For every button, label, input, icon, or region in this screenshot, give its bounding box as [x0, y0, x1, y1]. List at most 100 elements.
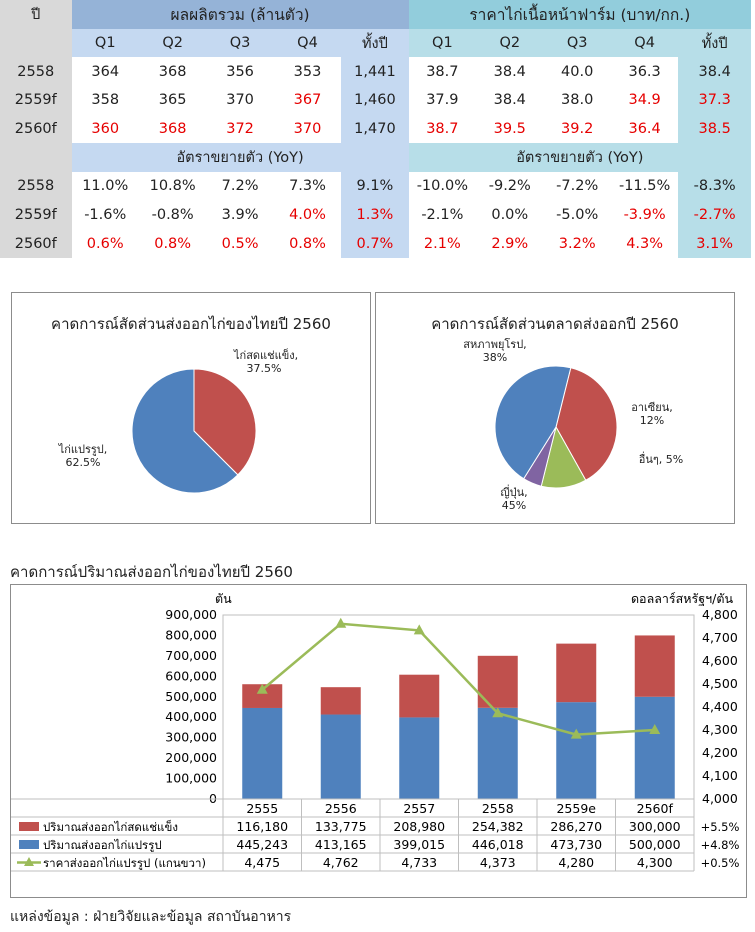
prod-cell: 0.8%: [289, 235, 326, 252]
pie1-label-frozen: ไก่สดแช่แข็ง, 37.5%: [234, 349, 299, 375]
category-label: 2559e: [556, 801, 596, 816]
price-cell: -10.0%: [416, 178, 468, 195]
bar-frozen: [320, 687, 361, 715]
prod-total-cell: 1,441: [341, 57, 409, 87]
category-label: 2556: [325, 801, 357, 816]
price-cell: 38.4: [493, 63, 526, 80]
pie2-slice-3: [494, 365, 572, 480]
prod-cell: -1.6%: [84, 207, 127, 224]
row-year: 2558: [0, 172, 72, 201]
data-value: 4,762: [323, 855, 359, 870]
price-cell: 36.3: [628, 63, 661, 80]
price-quarter-header: Q1: [408, 28, 477, 58]
price-cell: 37.9: [426, 92, 459, 109]
prod-cell: 0.8%: [154, 235, 192, 252]
series-name: ปริมาณส่งออกไก่สดแช่แข็ง: [43, 819, 178, 834]
year-header-blank: [0, 28, 72, 58]
pie2-label-others: อื่นๆ, 5%: [638, 453, 684, 466]
prod-cell: 358: [91, 92, 120, 109]
series-growth: +0.5%: [701, 856, 740, 870]
prod-cell: 11.0%: [82, 178, 129, 195]
table-growth-row: 2559f -1.6% -0.8% 3.9% 4.0% 1.3% -2.1% 0.0% -5.0…: [0, 200, 751, 230]
table-growth-header-row: อัตราขยายตัว (YoY) อัตราขยายตัว (YoY): [0, 143, 751, 173]
data-value: 473,730: [550, 837, 602, 852]
price-total-cell: 38.4: [678, 57, 751, 87]
legend-marker: [24, 857, 34, 866]
table-growth-row: 2560f 0.6% 0.8% 0.5% 0.8% 0.7% 2.1% 2.9% 3.2% 4.3…: [0, 229, 751, 259]
export-share-pie-box: คาดการณ์สัดส่วนส่งออกไก่ของไทยปี 2560 ไก…: [11, 292, 371, 524]
price-cell: -11.5%: [618, 178, 671, 195]
pie2-label-japan: ญี่ปุ่น, 45%: [500, 486, 528, 512]
price-cell: 4.3%: [626, 235, 664, 252]
price-cell: -9.2%: [488, 178, 531, 195]
prod-cell: 364: [91, 63, 120, 80]
data-value: 116,180: [236, 819, 288, 834]
pie2-title: คาดการณ์สัดส่วนตลาดส่งออกปี 2560: [431, 315, 679, 333]
data-value: 286,270: [550, 819, 602, 834]
table-header-row: ปี ผลผลิตรวม (ล้านตัว) ราคาไก่เนื้อหน้าฟาร…: [0, 0, 751, 29]
y-tick-label: 800,000: [165, 627, 217, 642]
prod-cell: 0.5%: [221, 235, 259, 252]
prod-total-cell: 1,470: [341, 114, 409, 144]
y2-tick-label: 4,300: [702, 722, 738, 737]
bar-chart-title: คาดการณ์ปริมาณส่งออกไก่ของไทยปี 2560: [10, 563, 293, 581]
table-row: 2558 364 368 356 353 1,441 38.7 38.4 40.0 36.3 38.…: [0, 57, 751, 87]
prod-total-cell: 9.1%: [341, 172, 409, 201]
data-value: 4,475: [244, 855, 280, 870]
price-cell: 34.9: [628, 92, 661, 109]
prod-growth-header: อัตราขยายตัว (YoY): [71, 143, 409, 173]
bar-processed: [634, 696, 675, 799]
prod-cell: 7.2%: [221, 178, 259, 195]
prod-cell: 368: [158, 63, 187, 80]
price-cell: 36.4: [628, 121, 661, 138]
prod-total-header: ทั้งปี: [341, 28, 409, 58]
prod-cell: -0.8%: [151, 207, 194, 224]
data-value: 413,165: [315, 837, 367, 852]
price-marker: [649, 724, 661, 734]
y2-tick-label: 4,500: [702, 676, 738, 691]
row-year: 2559f: [0, 200, 72, 230]
y-tick-label: 200,000: [165, 750, 217, 765]
pie1-slice-1: [131, 368, 239, 494]
export-volume-chart-box: ตันดอลลาร์สหรัฐฯ/ตัน0100,000200,000300,0…: [10, 584, 747, 898]
prod-quarter-header: Q4: [273, 28, 342, 58]
prod-cell: 367: [293, 92, 322, 109]
prod-cell: 370: [226, 92, 254, 109]
market-share-pie-box: คาดการณ์สัดส่วนตลาดส่งออกปี 2560 สหภาพยุ…: [375, 292, 735, 524]
prod-quarter-header: Q3: [206, 28, 274, 58]
table-growth-row: 2558 11.0% 10.8% 7.2% 7.3% 9.1% -10.0% -9.2% -7.…: [0, 172, 751, 201]
data-value: 446,018: [472, 837, 524, 852]
price-marker: [256, 683, 268, 694]
category-label: 2555: [246, 801, 278, 816]
category-label: 2560f: [637, 801, 674, 816]
y-axis-label: ตัน: [215, 591, 232, 606]
price-total-cell: 3.1%: [678, 229, 751, 259]
year-header-blank: [0, 143, 72, 173]
row-year: 2560f: [0, 114, 72, 144]
bar-frozen: [634, 635, 675, 697]
prod-cell: 4.0%: [289, 207, 326, 224]
series-growth: +4.8%: [701, 838, 740, 852]
price-cell: 2.1%: [423, 235, 461, 252]
bar-processed: [556, 702, 597, 799]
data-value: 254,382: [472, 819, 524, 834]
y2-tick-label: 4,700: [702, 630, 738, 645]
y2-tick-label: 4,800: [702, 607, 738, 622]
price-total-cell: 37.3: [678, 86, 751, 115]
category-label: 2557: [403, 801, 435, 816]
bar-processed: [242, 707, 283, 799]
pie1-label-processed: ไก่แปรรูป, 62.5%: [58, 443, 108, 469]
pie2-label-eu: สหภาพยุโรป, 38%: [463, 338, 527, 364]
table-row: 2560f 360 368 372 370 1,470 38.7 39.5 39.2 36.4 38…: [0, 114, 751, 144]
price-cell: 38.7: [426, 63, 459, 80]
data-value: 4,280: [558, 855, 594, 870]
price-cell: 38.4: [493, 92, 526, 109]
price-cell: 40.0: [561, 63, 594, 80]
price-total-cell: -2.7%: [678, 200, 751, 230]
bar-frozen: [399, 674, 440, 718]
bar-processed: [477, 707, 518, 799]
price-total-cell: -8.3%: [678, 172, 751, 201]
table-quarter-row: Q1 Q2 Q3 Q4 ทั้งปี Q1 Q2 Q3 Q4 ทั้งปี: [0, 28, 751, 58]
bar-frozen: [242, 684, 283, 708]
y2-tick-label: 4,200: [702, 745, 738, 760]
